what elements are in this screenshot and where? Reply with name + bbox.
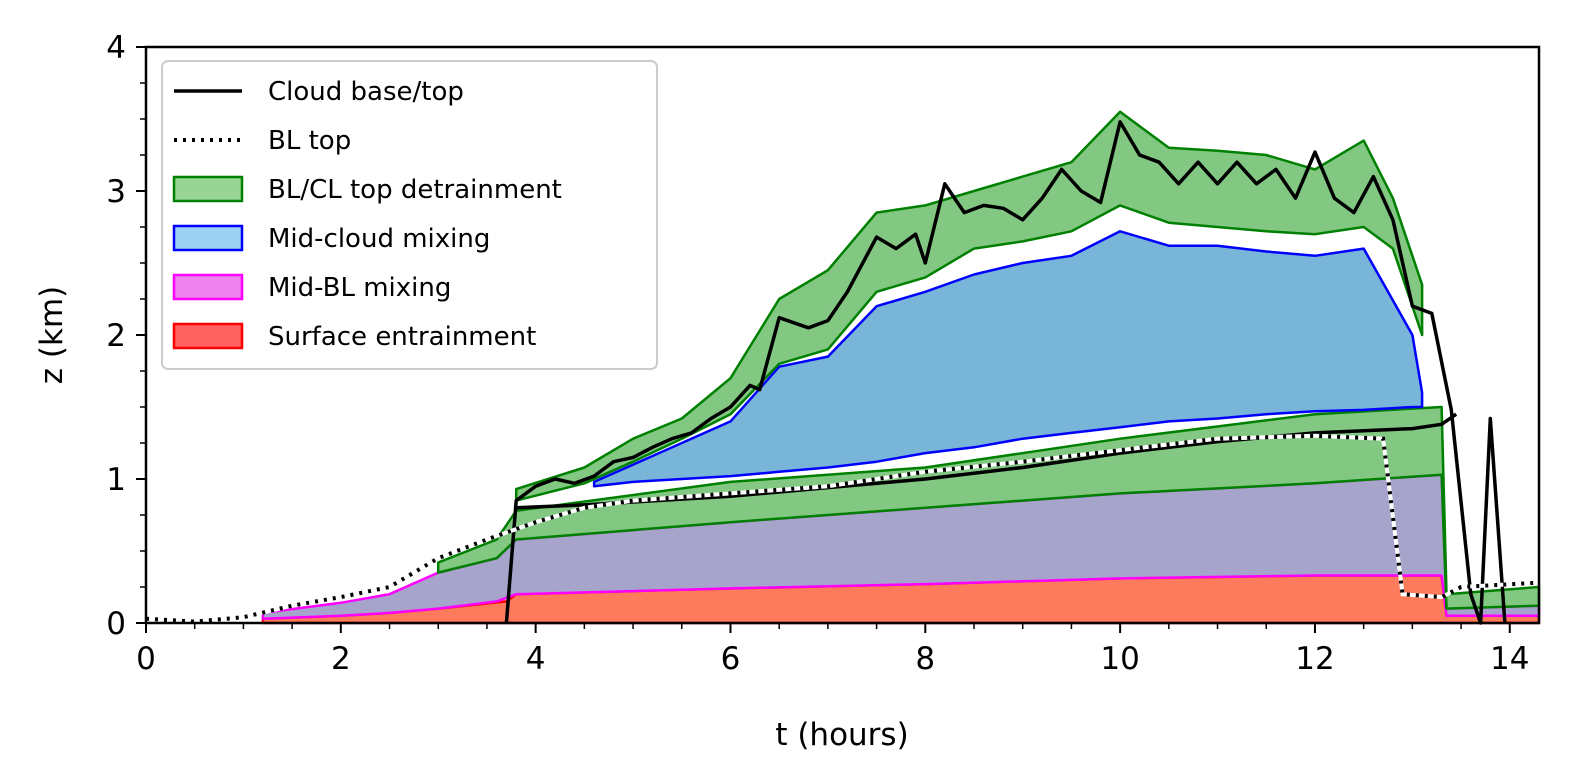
- legend-label-cloud-base-top: Cloud base/top: [268, 77, 464, 107]
- legend-box: [161, 60, 658, 370]
- x-tick-label: 0: [136, 641, 156, 677]
- x-axis-label: t (hours): [775, 717, 908, 753]
- y-tick-label: 1: [106, 462, 126, 498]
- legend: Cloud base/top BL top BL/CL top detrainmen…: [161, 60, 658, 370]
- area-cloud-top-detrainment: [514, 110, 1424, 502]
- y-tick-label: 3: [106, 174, 126, 210]
- legend-swatch-surface-entrainment: [172, 322, 244, 350]
- y-tick-label: 2: [106, 318, 126, 354]
- legend-label-bl-top: BL top: [268, 126, 351, 156]
- line-cloud-base-top: [504, 120, 1507, 625]
- x-tick-label: 10: [1100, 641, 1139, 677]
- legend-label-bl-cl-top-detrainment: BL/CL top detrainment: [268, 175, 562, 205]
- legend-label-mid-bl-mixing: Mid-BL mixing: [268, 273, 451, 303]
- x-tick-label: 2: [331, 641, 351, 677]
- legend-label-mid-cloud-mixing: Mid-cloud mixing: [268, 224, 490, 254]
- y-axis-label: z (km): [34, 286, 70, 384]
- legend-label-surface-entrainment: Surface entrainment: [268, 322, 536, 352]
- x-tick-label: 12: [1295, 641, 1334, 677]
- x-tick-label: 6: [721, 641, 741, 677]
- x-tick-label: 8: [915, 641, 935, 677]
- legend-swatch-mid-cloud-mixing: [172, 224, 244, 252]
- line-layer: [145, 120, 1540, 625]
- legend-swatch-bl-cl-top-detrainment: [172, 175, 244, 203]
- y-tick-label: 0: [106, 606, 126, 642]
- x-tick-label: 4: [526, 641, 546, 677]
- x-tick-label: 14: [1490, 641, 1529, 677]
- area-mid-cloud-mixing: [592, 230, 1424, 488]
- legend-swatch-mid-bl-mixing: [172, 273, 244, 301]
- line-bl-top: [145, 433, 1540, 624]
- y-tick-label: 4: [106, 30, 126, 66]
